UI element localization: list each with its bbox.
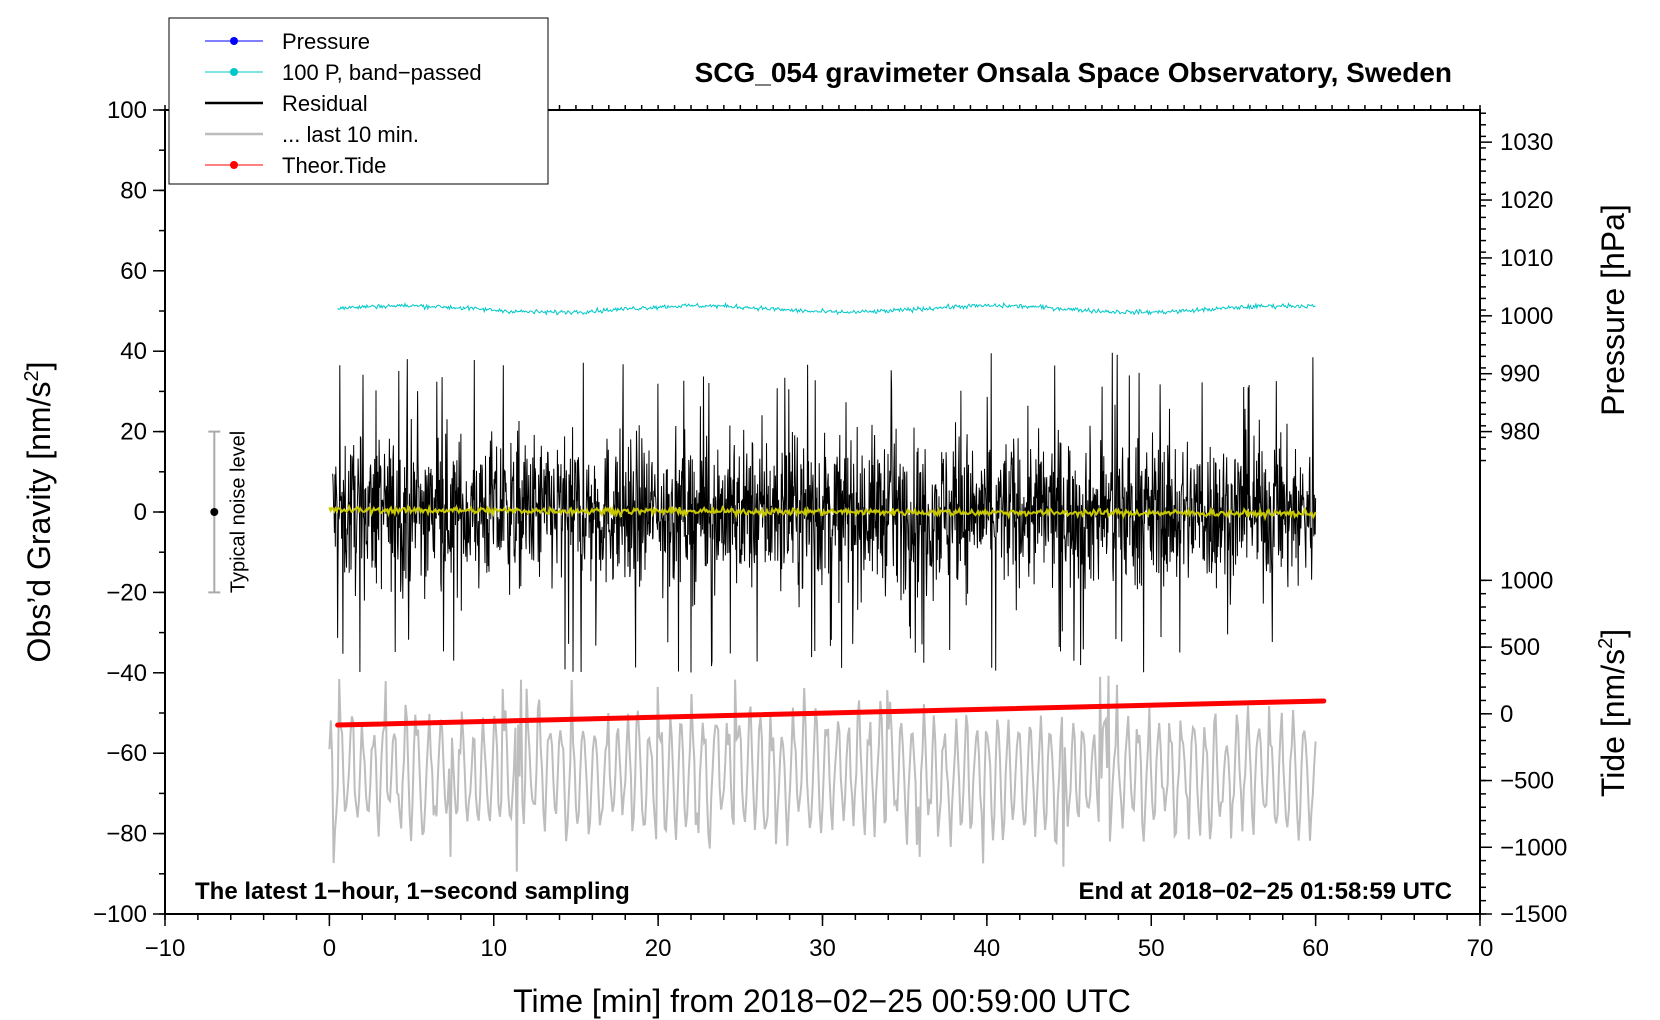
y-axis-title-tide-sup: 2 bbox=[1595, 638, 1617, 649]
pressure-tick-label: 1030 bbox=[1500, 129, 1553, 156]
x-tick-label: 50 bbox=[1138, 935, 1165, 962]
axis-ticks: −10 0 10 20 30 40 50 60 70−100−80−60−40−20020406… bbox=[93, 97, 1567, 962]
legend-box bbox=[168, 17, 549, 185]
legend-marker bbox=[230, 161, 238, 169]
y-axis-title-left: Obs’d Gravity [nm/s2] bbox=[21, 362, 57, 663]
y-tick-label: 80 bbox=[120, 177, 147, 204]
x-tick-label: 60 bbox=[1302, 935, 1329, 962]
legend-marker bbox=[230, 68, 238, 76]
series-layer bbox=[328, 301, 1327, 872]
noise-level-label: Typical noise level bbox=[227, 431, 249, 593]
chart-title: SCG_054 gravimeter Onsala Space Observat… bbox=[695, 57, 1452, 88]
x-tick-label: 70 bbox=[1467, 935, 1494, 962]
tide-tick-label: 500 bbox=[1500, 634, 1540, 661]
y-axis-title-left-main: Obs’d Gravity [nm/s bbox=[21, 382, 57, 663]
pressure-tick-label: 990 bbox=[1500, 361, 1540, 388]
y-tick-label: 0 bbox=[134, 499, 147, 526]
pressure-tick-label: 1020 bbox=[1500, 187, 1553, 214]
y-tick-label: −100 bbox=[93, 901, 147, 928]
legend-label: Theor.Tide bbox=[282, 153, 386, 178]
y-axis-title-left-tail: ] bbox=[21, 362, 57, 371]
y-tick-label: −60 bbox=[106, 740, 147, 767]
y-axis-title-tide: Tide [nm/s2] bbox=[1595, 629, 1631, 797]
x-tick-label: −10 bbox=[145, 935, 186, 962]
pressure-tick-label: 1010 bbox=[1500, 245, 1553, 272]
x-tick-label: 10 bbox=[480, 935, 507, 962]
y-tick-label: −80 bbox=[106, 821, 147, 848]
y-tick-label: −40 bbox=[106, 660, 147, 687]
legend-label: ... last 10 min. bbox=[282, 122, 419, 147]
x-tick-label: 20 bbox=[645, 935, 672, 962]
series-smoothed-residual bbox=[328, 503, 1317, 522]
pressure-tick-label: 980 bbox=[1500, 419, 1540, 446]
y-tick-label: 100 bbox=[107, 97, 147, 124]
tide-tick-label: 1000 bbox=[1500, 567, 1553, 594]
legend-label: Pressure bbox=[282, 29, 370, 54]
y-tick-label: 20 bbox=[120, 419, 147, 446]
series-last-10-min bbox=[328, 675, 1317, 872]
y-axis-title-tide-main: Tide [nm/s bbox=[1595, 649, 1631, 797]
pressure-tick-label: 1000 bbox=[1500, 303, 1553, 330]
legend: Pressure 100 P, band−passed Residual ... la… bbox=[168, 17, 549, 185]
x-axis-title: Time [min] from 2018−02−25 00:59:00 UTC bbox=[513, 983, 1131, 1019]
series-residual bbox=[332, 352, 1317, 673]
annotation-left: The latest 1−hour, 1−second sampling bbox=[195, 878, 630, 905]
series-theor-tide bbox=[335, 698, 1327, 728]
legend-marker bbox=[230, 37, 238, 45]
legend-label: Residual bbox=[282, 91, 368, 116]
y-axis-title-pressure: Pressure [hPa] bbox=[1595, 204, 1631, 416]
noise-bar bbox=[208, 430, 221, 594]
tide-tick-label: 0 bbox=[1500, 701, 1513, 728]
tide-tick-label: −1000 bbox=[1500, 834, 1567, 861]
x-tick-label: 30 bbox=[809, 935, 836, 962]
x-tick-label: 40 bbox=[974, 935, 1001, 962]
y-tick-label: 60 bbox=[120, 258, 147, 285]
y-axis-title-left-sup: 2 bbox=[21, 370, 43, 381]
series-band-passed-pressure bbox=[337, 301, 1316, 316]
legend-items: Pressure 100 P, band−passed Residual ... la… bbox=[205, 29, 482, 178]
y-axis-title-tide-tail: ] bbox=[1595, 629, 1631, 638]
annotation-right: End at 2018−02−25 01:58:59 UTC bbox=[1078, 878, 1452, 905]
noise-bar-center-dot bbox=[210, 508, 219, 516]
tide-tick-label: −1500 bbox=[1500, 901, 1567, 928]
x-tick-label: 0 bbox=[323, 935, 336, 962]
tide-tick-label: −500 bbox=[1500, 768, 1554, 795]
y-tick-label: −20 bbox=[106, 579, 147, 606]
y-tick-label: 40 bbox=[120, 338, 147, 365]
legend-label: 100 P, band−passed bbox=[282, 60, 482, 85]
